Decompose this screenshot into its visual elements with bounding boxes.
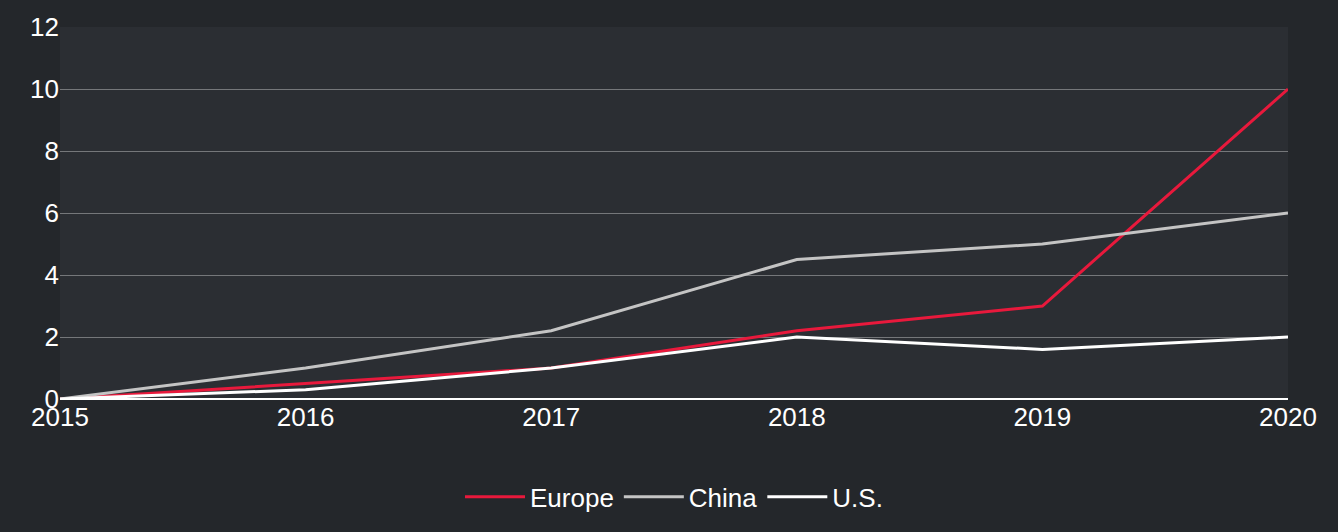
svg-text:2016: 2016	[277, 402, 335, 432]
svg-text:2018: 2018	[768, 402, 826, 432]
svg-text:2019: 2019	[1013, 402, 1071, 432]
svg-text:8: 8	[45, 136, 59, 166]
svg-text:6: 6	[45, 198, 59, 228]
svg-text:0: 0	[45, 384, 59, 414]
svg-text:2: 2	[45, 322, 59, 352]
svg-text:10: 10	[30, 74, 59, 104]
svg-text:2017: 2017	[522, 402, 580, 432]
svg-text:2020: 2020	[1259, 402, 1317, 432]
svg-text:12: 12	[30, 12, 59, 42]
svg-text:4: 4	[45, 260, 59, 290]
svg-text:Europe: Europe	[530, 483, 614, 513]
svg-text:U.S.: U.S.	[832, 483, 883, 513]
svg-text:2015: 2015	[31, 402, 89, 432]
svg-text:China: China	[689, 483, 757, 513]
